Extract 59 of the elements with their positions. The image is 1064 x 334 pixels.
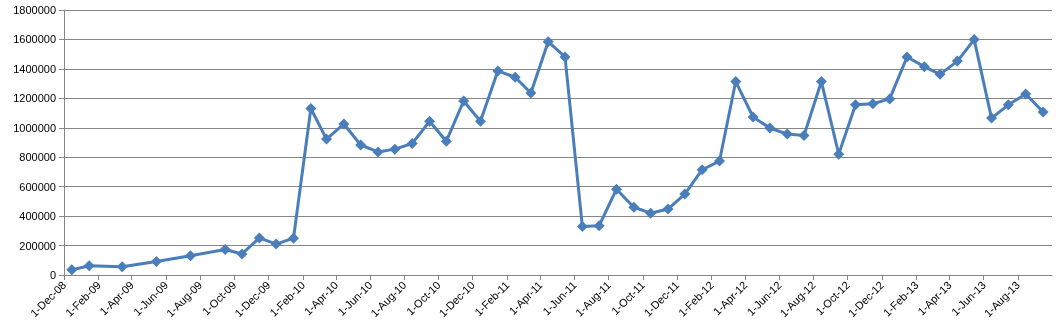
point <box>321 133 333 145</box>
y-tick-label: 0 <box>49 269 56 281</box>
y-tick-label: 1000000 <box>13 121 56 134</box>
point <box>525 87 537 99</box>
point <box>713 155 725 167</box>
point <box>679 188 691 200</box>
point <box>559 51 571 63</box>
point <box>662 203 674 215</box>
point <box>338 118 350 130</box>
point <box>372 146 384 158</box>
point <box>270 238 282 250</box>
point <box>474 115 486 127</box>
point <box>611 183 622 195</box>
point <box>747 111 759 123</box>
point <box>764 122 776 134</box>
point <box>1037 106 1049 118</box>
point <box>150 256 162 268</box>
y-tick-label: 200000 <box>19 239 56 252</box>
point <box>730 76 742 88</box>
point <box>901 51 913 63</box>
point <box>458 95 470 107</box>
y-tick-label: 1600000 <box>13 33 56 46</box>
point <box>1020 88 1032 100</box>
point <box>406 138 418 150</box>
point <box>389 143 401 155</box>
point <box>424 115 436 127</box>
y-tick-label: 800000 <box>19 151 56 164</box>
point <box>968 34 980 46</box>
point <box>509 71 521 83</box>
point <box>951 55 963 67</box>
y-tick-label: 600000 <box>19 180 56 193</box>
point <box>185 250 197 262</box>
point <box>918 61 930 73</box>
point <box>253 232 265 244</box>
point <box>236 248 248 260</box>
point <box>593 220 605 232</box>
y-tick-label: 400000 <box>19 210 56 223</box>
point <box>696 164 708 176</box>
point <box>288 232 300 244</box>
point <box>83 260 95 272</box>
point <box>542 36 554 48</box>
point <box>576 220 588 232</box>
y-tick-label: 1800000 <box>13 4 56 16</box>
point <box>867 98 879 110</box>
point <box>492 65 504 77</box>
y-tick-label: 1200000 <box>13 92 56 105</box>
point <box>986 112 998 124</box>
point <box>628 201 640 213</box>
point <box>355 139 367 151</box>
point <box>1002 99 1014 111</box>
point <box>645 207 657 219</box>
point <box>934 68 946 80</box>
point <box>219 244 231 256</box>
point <box>781 128 793 140</box>
point <box>66 264 78 276</box>
y-tick-label: 1400000 <box>13 62 56 75</box>
point <box>798 129 810 141</box>
point <box>440 135 452 147</box>
point <box>884 93 896 105</box>
